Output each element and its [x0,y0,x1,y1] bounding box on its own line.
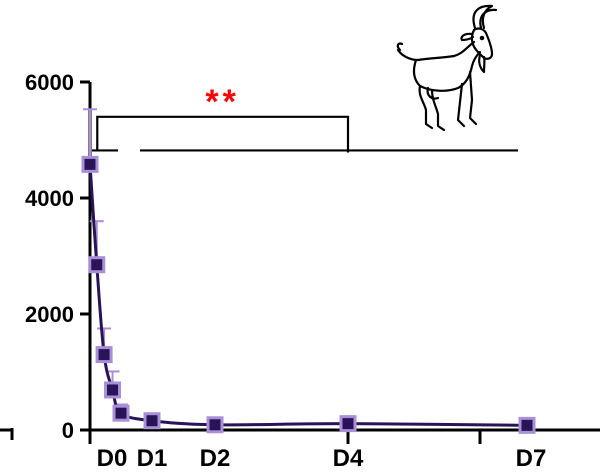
x-tick-label: D4 [333,445,364,472]
data-point [95,346,113,364]
x-tick-label: D0 [97,445,128,472]
goat-icon [396,4,498,132]
series-line [88,164,528,427]
x-tick-label: D2 [200,445,231,472]
data-point [143,412,161,430]
data-point [104,381,122,399]
data-point [518,416,536,434]
y-tick-label: 4000 [25,186,74,211]
x-tick-label: D1 [137,445,168,472]
data-point [88,256,106,274]
x-tick-label: D7 [516,445,547,472]
significance-stars: ** [205,83,239,121]
data-point [112,404,130,422]
y-tick-label: 6000 [25,70,74,95]
significance-annotation: ** [92,83,518,153]
axes: 0 2000 4000 6000 D0 D1 D2 D4 D7 [0,70,600,472]
y-tick-label: 0 [62,418,74,443]
data-point [81,155,99,173]
y-tick-label: 2000 [25,302,74,327]
data-point [339,415,357,433]
series-layer [81,108,536,434]
significance-bracket [96,115,350,153]
data-point [206,416,224,434]
